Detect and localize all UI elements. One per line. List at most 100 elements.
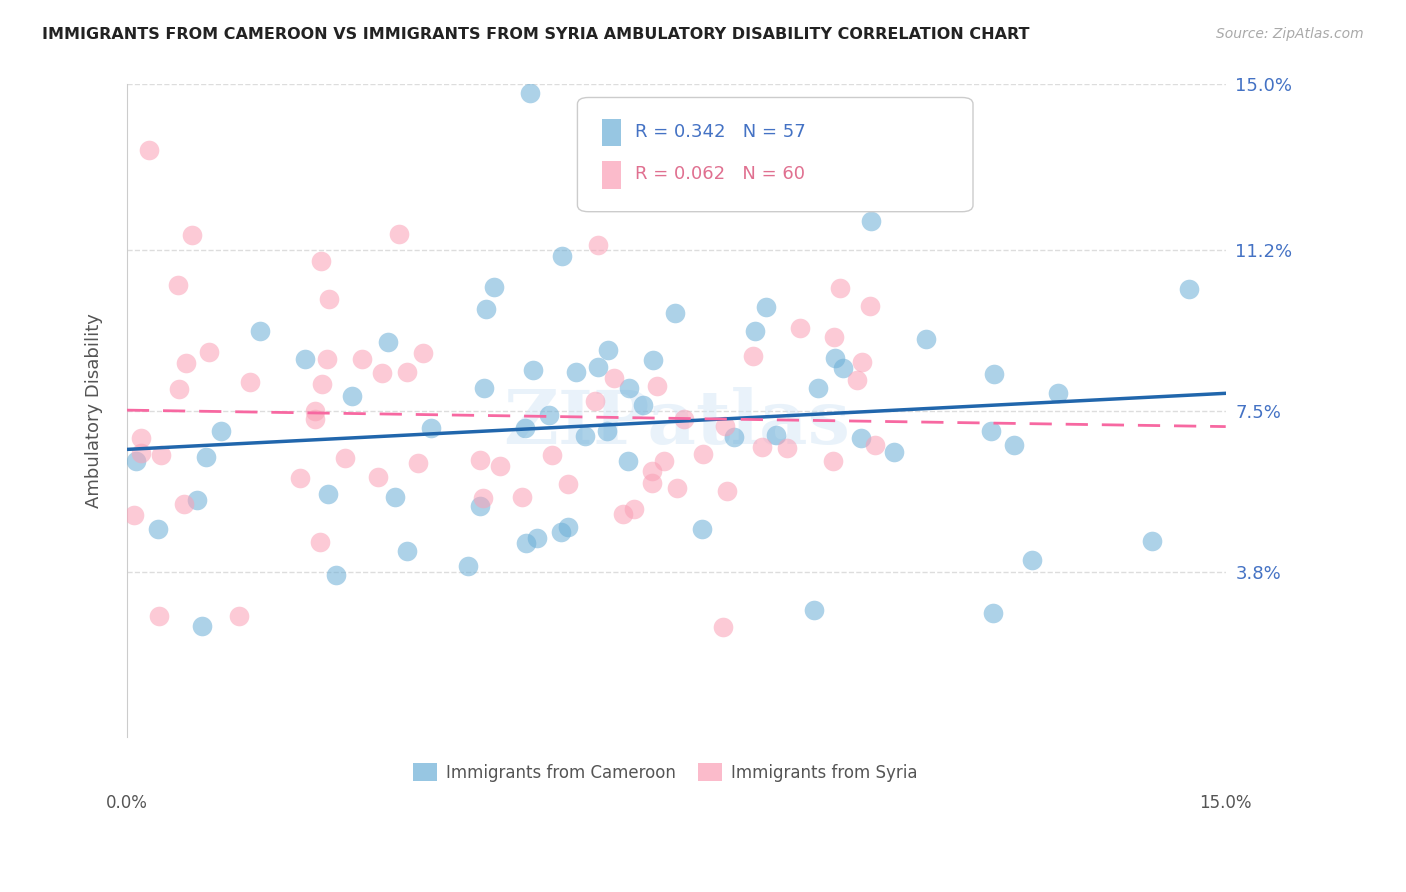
Point	[367, 470, 389, 484]
Point	[673, 412, 696, 426]
Point	[395, 543, 418, 558]
Point	[631, 398, 654, 412]
Point	[1047, 385, 1070, 400]
Point	[510, 490, 533, 504]
Point	[519, 86, 541, 100]
Point	[617, 381, 640, 395]
FancyBboxPatch shape	[412, 764, 437, 781]
Text: Immigrants from Syria: Immigrants from Syria	[731, 764, 918, 782]
Point	[420, 421, 443, 435]
Point	[824, 351, 846, 365]
Point	[304, 404, 326, 418]
Point	[641, 352, 664, 367]
Text: R = 0.062   N = 60: R = 0.062 N = 60	[634, 166, 804, 184]
Y-axis label: Ambulatory Disability: Ambulatory Disability	[86, 313, 103, 508]
Point	[412, 345, 434, 359]
Point	[228, 609, 250, 624]
Text: IMMIGRANTS FROM CAMEROON VS IMMIGRANTS FROM SYRIA AMBULATORY DISABILITY CORRELAT: IMMIGRANTS FROM CAMEROON VS IMMIGRANTS F…	[42, 27, 1029, 42]
Point	[596, 343, 619, 357]
FancyBboxPatch shape	[699, 764, 723, 781]
Point	[350, 352, 373, 367]
Point	[586, 359, 609, 374]
Point	[983, 368, 1005, 382]
Point	[167, 382, 190, 396]
Point	[807, 380, 830, 394]
Point	[146, 522, 169, 536]
Point	[131, 432, 153, 446]
Point	[755, 300, 778, 314]
Text: 0.0%: 0.0%	[105, 794, 148, 812]
Point	[742, 349, 765, 363]
Point	[652, 453, 675, 467]
Point	[716, 483, 738, 498]
Point	[557, 520, 579, 534]
Point	[849, 431, 872, 445]
Point	[612, 508, 634, 522]
Point	[723, 430, 745, 444]
FancyBboxPatch shape	[578, 97, 973, 211]
Point	[541, 448, 564, 462]
Point	[457, 558, 479, 573]
Point	[863, 438, 886, 452]
Point	[714, 418, 737, 433]
Point	[711, 620, 734, 634]
Point	[765, 428, 787, 442]
Point	[828, 281, 851, 295]
Point	[340, 389, 363, 403]
Text: Source: ZipAtlas.com: Source: ZipAtlas.com	[1216, 27, 1364, 41]
Point	[665, 481, 688, 495]
Text: R = 0.342   N = 57: R = 0.342 N = 57	[634, 123, 806, 141]
Point	[325, 568, 347, 582]
Point	[195, 450, 218, 464]
Point	[515, 535, 537, 549]
Point	[370, 366, 392, 380]
Point	[489, 458, 512, 473]
Text: Immigrants from Cameroon: Immigrants from Cameroon	[446, 764, 675, 782]
Point	[980, 424, 1002, 438]
Point	[396, 365, 419, 379]
Point	[883, 445, 905, 459]
Point	[526, 531, 548, 545]
Point	[513, 421, 536, 435]
Point	[209, 424, 232, 438]
Point	[1021, 553, 1043, 567]
Point	[468, 499, 491, 513]
Point	[645, 379, 668, 393]
Point	[789, 321, 811, 335]
Point	[617, 454, 640, 468]
Point	[776, 441, 799, 455]
Point	[124, 454, 146, 468]
Point	[623, 502, 645, 516]
Point	[823, 454, 845, 468]
Point	[484, 280, 506, 294]
Point	[690, 521, 713, 535]
Point	[304, 412, 326, 426]
Point	[311, 254, 333, 268]
Point	[551, 249, 574, 263]
Point	[122, 508, 145, 522]
Point	[851, 355, 873, 369]
Point	[408, 456, 430, 470]
Point	[595, 425, 617, 439]
Point	[832, 360, 855, 375]
Point	[186, 493, 208, 508]
Point	[692, 447, 714, 461]
Point	[311, 376, 333, 391]
Point	[1178, 282, 1201, 296]
Point	[472, 491, 495, 505]
Point	[167, 277, 190, 292]
Point	[664, 306, 686, 320]
Point	[983, 606, 1005, 620]
Point	[335, 450, 357, 465]
Point	[239, 376, 262, 390]
Point	[249, 324, 271, 338]
Point	[129, 446, 152, 460]
Point	[860, 213, 883, 227]
Point	[174, 356, 197, 370]
Point	[181, 228, 204, 243]
Point	[557, 477, 579, 491]
Point	[149, 448, 172, 462]
Text: 15.0%: 15.0%	[1199, 794, 1251, 812]
Point	[173, 497, 195, 511]
Point	[522, 362, 544, 376]
